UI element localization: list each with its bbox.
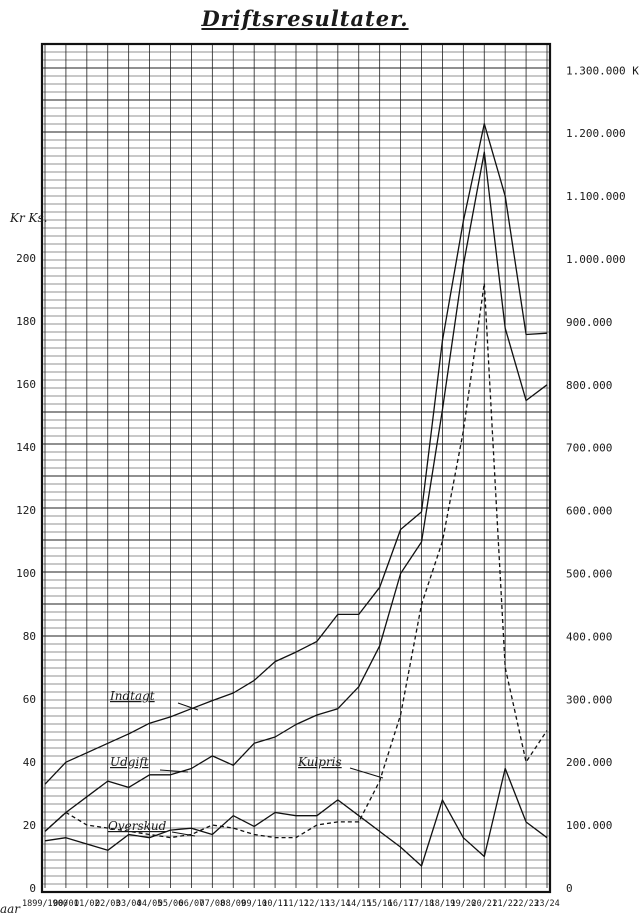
series-line-kulpris [44, 282, 548, 839]
x-tick-label: 03/04 [116, 899, 142, 909]
plot-frame [40, 42, 552, 894]
left-tick-label: 80 [23, 630, 36, 643]
left-tick-label: 60 [23, 693, 36, 706]
right-tick-label: 1.000.000 [566, 253, 626, 266]
right-tick-label: 300.000 [566, 693, 612, 706]
x-tick-label: 16/17 [388, 899, 414, 909]
chart-grid [42, 44, 550, 888]
x-tick-label: 14/15 [346, 899, 372, 909]
left-tick-label: 160 [16, 378, 36, 391]
x-tick-label: 00/01 [53, 899, 79, 909]
x-tick-label: 17/18 [409, 899, 435, 909]
x-tick-label: 09/10 [241, 899, 267, 909]
series-annotations: Indtagt Udgift Overskud Kulpris [108, 689, 384, 837]
x-tick-label: 23/24 [534, 899, 560, 909]
x-tick-label: 02/03 [95, 899, 121, 909]
tick-labels: 0 20 40 60 80 100 120 140 160 180 200 0 100.000 200.0… [16, 64, 640, 909]
right-tick-label: 1.300.000 Kr [566, 64, 640, 77]
annotation-kulpris: Kulpris [297, 755, 342, 769]
right-tick-label: 500.000 [566, 568, 612, 581]
series-line-indtagt [44, 123, 548, 785]
right-tick-label: 1.200.000 [566, 127, 626, 140]
left-tick-label: 140 [16, 441, 36, 454]
x-tick-label: 04/05 [137, 899, 163, 909]
x-tick-label: 19/20 [451, 899, 477, 909]
annotation-overskud: Overskud [108, 819, 167, 833]
series-line-overskud [44, 767, 548, 867]
x-tick-label: 21/22 [492, 899, 518, 909]
left-axis-label: Kr Ks. [9, 211, 47, 225]
chart-title: Driftsresultater. [201, 6, 409, 31]
annotation-udgift: Udgift [110, 755, 149, 769]
x-tick-label: 22/23 [513, 899, 539, 909]
x-tick-label: 20/21 [471, 899, 497, 909]
left-tick-label: 20 [23, 819, 36, 832]
right-tick-label: 800.000 [566, 379, 612, 392]
right-tick-label: 0 [566, 882, 573, 895]
right-tick-label: 700.000 [566, 442, 612, 455]
left-tick-label: 120 [16, 504, 36, 517]
annotation-leader [177, 702, 199, 711]
x-axis-label: aar [0, 902, 21, 916]
annotation-leader [349, 767, 384, 779]
left-tick-label: 40 [23, 756, 36, 769]
x-tick-label: 06/07 [179, 899, 205, 909]
x-tick-label: 11/12 [283, 899, 309, 909]
left-tick-label: 100 [16, 567, 36, 580]
right-tick-label: 400.000 [566, 630, 612, 643]
left-tick-label: 200 [16, 252, 36, 265]
right-tick-label: 1.100.000 [566, 190, 626, 203]
series-line-udgift [44, 151, 548, 832]
left-tick-label: 0 [29, 882, 36, 895]
x-tick-label: 10/11 [262, 899, 288, 909]
x-tick-label: 18/19 [430, 899, 456, 909]
right-tick-label: 900.000 [566, 316, 612, 329]
right-tick-label: 200.000 [566, 756, 612, 769]
annotation-leader [171, 831, 196, 837]
series-layer [44, 123, 548, 867]
annotation-leader [159, 769, 189, 773]
x-tick-label: 15/16 [367, 899, 393, 909]
x-tick-label: 08/09 [220, 899, 246, 909]
x-tick-label: 05/06 [158, 899, 184, 909]
x-tick-label: 12/13 [304, 899, 330, 909]
annotation-indtagt: Indtagt [109, 689, 155, 703]
x-tick-label: 07/08 [200, 899, 226, 909]
right-tick-label: 100.000 [566, 819, 612, 832]
x-tick-label: 1899/1900 [22, 899, 68, 909]
right-tick-label: 600.000 [566, 505, 612, 518]
left-tick-label: 180 [16, 315, 36, 328]
x-tick-label: 01/02 [74, 899, 100, 909]
x-tick-label: 13/14 [325, 899, 351, 909]
